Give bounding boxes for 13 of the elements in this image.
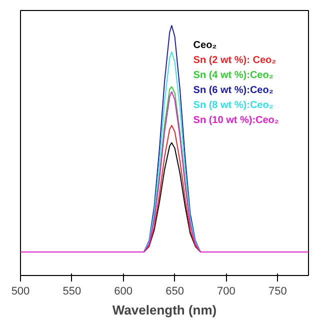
x-tick-label: 550 <box>62 286 82 298</box>
x-tick-label: 650 <box>166 286 184 298</box>
text: Ceo₂ <box>193 40 217 51</box>
series-label: Sn (10 wt %):Ceo₂ <box>193 115 279 126</box>
series-label: Sn (6 wt %):Ceo₂ <box>193 85 274 96</box>
x-tick-label: 700 <box>217 286 236 298</box>
x-tick-label: 600 <box>114 286 133 298</box>
x-tick-label: 500 <box>11 286 30 298</box>
text: Sn (2 wt %): Ceo₂ <box>193 55 276 66</box>
x-axis-title: Wavelength (nm) <box>112 302 217 318</box>
series-label: Sn (8 wt %):Ceo₂ <box>193 100 274 111</box>
text: Sn (4 wt %):Ceo₂ <box>193 70 274 81</box>
x-tick-label: 750 <box>268 286 287 298</box>
